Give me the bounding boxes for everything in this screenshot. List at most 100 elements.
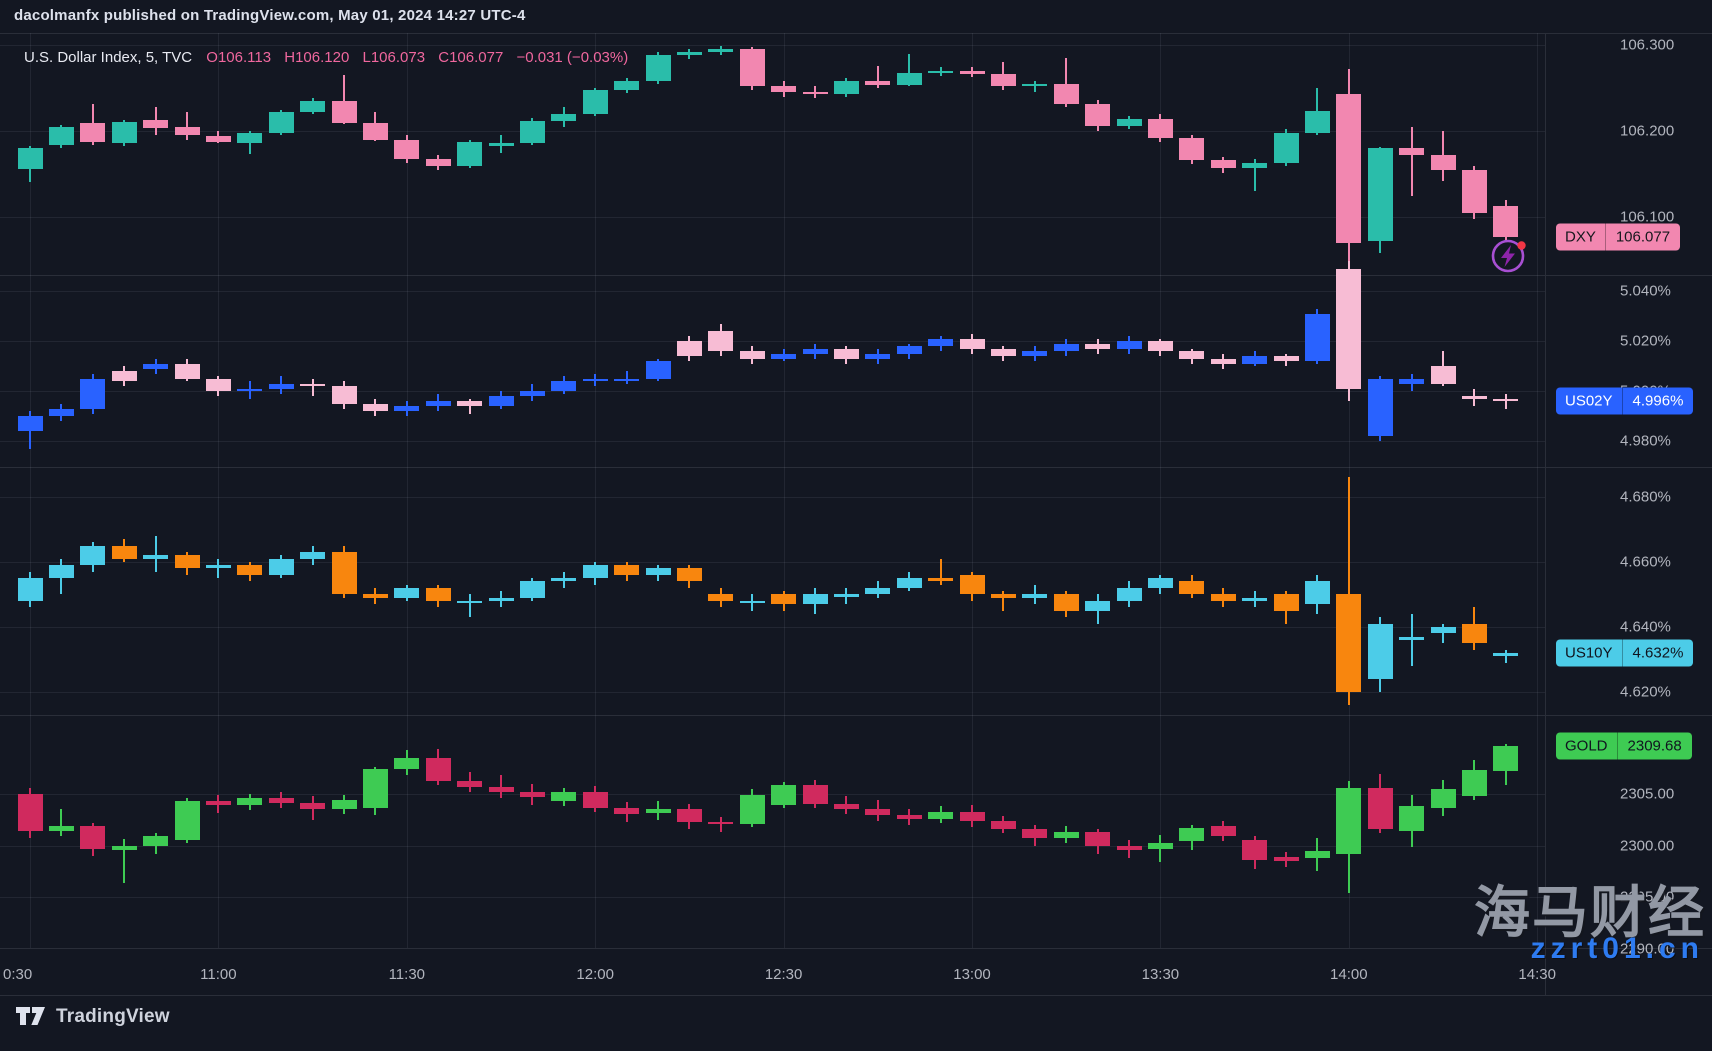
candle-body <box>519 120 545 144</box>
candle-body <box>1022 594 1048 598</box>
candle-body <box>143 555 169 559</box>
candle-body <box>676 341 702 356</box>
candle-body <box>645 361 671 379</box>
candle-wick <box>154 535 157 572</box>
candle-body <box>1022 829 1048 839</box>
candle-wick <box>1002 591 1005 611</box>
candle-wick <box>1410 613 1413 666</box>
candle-body <box>205 565 231 569</box>
watermark-site-name: 海马财经 <box>1474 881 1706 944</box>
candle-body <box>457 141 483 166</box>
watermark-site-url: zzrt01.cn <box>1530 932 1704 965</box>
candle-body <box>268 383 294 389</box>
tradingview-brand[interactable]: TradingView <box>16 1006 170 1028</box>
candle-body <box>645 809 671 813</box>
candle-body <box>896 578 922 588</box>
candle-wick <box>1504 649 1507 663</box>
candle-body <box>833 348 859 359</box>
candle-body <box>17 148 43 170</box>
time-tick-label: 11:00 <box>200 966 237 983</box>
candle-body <box>928 338 954 346</box>
candle-body <box>1242 163 1268 169</box>
candle-body <box>362 594 388 598</box>
candle-body <box>268 558 294 575</box>
price-gridline <box>0 496 1545 498</box>
candle-body <box>1336 268 1362 389</box>
pane-divider-3 <box>0 715 1712 716</box>
footer-border <box>0 995 1712 996</box>
candle-body <box>1336 94 1362 244</box>
candle-body <box>990 594 1016 598</box>
price-tick-label: 2295.00 <box>1620 888 1675 906</box>
candle-body <box>614 81 640 90</box>
price-tick-label: 2305.00 <box>1620 785 1675 803</box>
candle-body <box>1367 378 1393 436</box>
price-tick-label: 106.200 <box>1620 122 1675 140</box>
candle-body <box>205 801 231 806</box>
candle-body <box>1053 343 1079 351</box>
candle-body <box>551 578 577 582</box>
candle-body <box>48 408 74 416</box>
candle-body <box>614 378 640 381</box>
last-price-flag-us02y: US02Y 4.996% <box>1556 387 1694 415</box>
candle-body <box>1493 745 1519 772</box>
candle-body <box>237 132 263 144</box>
price-gridline <box>0 291 1545 292</box>
candle-body <box>833 594 859 597</box>
candle-body <box>1399 636 1425 640</box>
price-tick-label: 4.980% <box>1620 432 1671 450</box>
price-tick-label: 5.040% <box>1620 282 1671 300</box>
candle-body <box>739 795 765 824</box>
candle-body <box>1179 827 1205 842</box>
candle-body <box>425 401 451 406</box>
candle-body <box>143 119 169 128</box>
candle-body <box>1210 159 1236 169</box>
price-tick-label: 4.660% <box>1620 553 1671 571</box>
candle-body <box>645 55 671 82</box>
pane-divider-2 <box>0 467 1712 468</box>
price-tick-label: 2300.00 <box>1620 837 1675 854</box>
candle-body <box>111 845 137 850</box>
candle-body <box>1336 787 1362 854</box>
candle-body <box>833 81 859 95</box>
candle-body <box>833 804 859 810</box>
candle-body <box>1147 119 1173 139</box>
candle-body <box>959 338 985 349</box>
candle-body <box>708 594 734 601</box>
candle-body <box>1273 594 1299 611</box>
candle-wick <box>217 558 220 579</box>
price-gridline <box>0 691 1545 693</box>
candle-body <box>362 122 388 140</box>
candle-body <box>1304 850 1330 858</box>
candle-body <box>614 808 640 814</box>
tradingview-brand-label: TradingView <box>56 1006 170 1027</box>
candle-body <box>1085 832 1111 846</box>
candle-body <box>1430 626 1456 634</box>
candle-wick <box>311 378 314 396</box>
candle-body <box>519 791 545 798</box>
candle-body <box>865 81 891 85</box>
candle-wick <box>1504 393 1507 409</box>
price-tick-label: 2290.00 <box>1620 940 1675 957</box>
candle-body <box>300 101 326 113</box>
candle-wick <box>186 112 188 140</box>
candle-wick <box>625 371 628 384</box>
lightning-boost-icon[interactable] <box>1488 234 1532 278</box>
candle-body <box>1399 148 1425 156</box>
candle-body <box>205 378 231 391</box>
candle-wick <box>908 53 911 87</box>
candle-body <box>394 406 420 411</box>
candle-body <box>17 416 43 431</box>
candle-body <box>111 545 137 559</box>
price-tick-label: 4.640% <box>1620 618 1671 636</box>
candle-body <box>802 784 828 805</box>
price-gridline <box>0 217 1545 219</box>
last-price-flag-gold: GOLD 2309.68 <box>1556 732 1692 760</box>
candle-body <box>582 378 608 381</box>
pane-divider-1 <box>0 275 1712 276</box>
candle-body <box>1085 103 1111 126</box>
candle-body <box>48 565 74 579</box>
candle-body <box>1493 206 1519 238</box>
candle-body <box>582 791 608 809</box>
